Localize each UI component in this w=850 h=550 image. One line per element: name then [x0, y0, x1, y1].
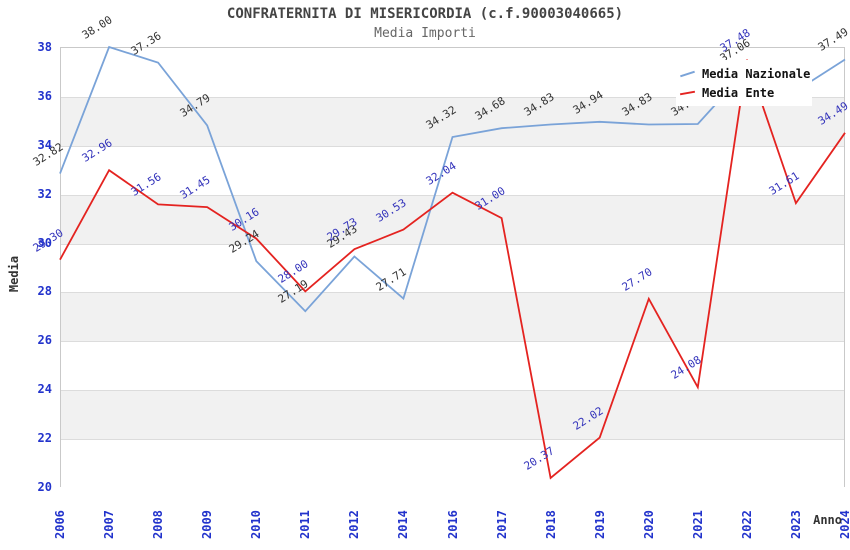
x-tick-label: 2009	[200, 510, 215, 539]
x-tick-label: 2008	[151, 510, 166, 539]
gridline	[61, 243, 844, 245]
chart-subtitle: Media Importi	[374, 26, 476, 41]
gridline	[61, 390, 844, 392]
plot-band	[61, 390, 844, 440]
gridline	[61, 341, 844, 343]
y-tick-label: 26	[37, 333, 52, 348]
legend-item-media-ente: Media Ente	[679, 83, 812, 102]
x-tick-label: 2021	[690, 510, 705, 539]
x-tick-label: 2020	[641, 510, 656, 539]
y-tick-label: 36	[37, 88, 52, 103]
plot-band	[61, 439, 844, 488]
x-tick-label: 2019	[592, 510, 607, 539]
plot-band	[61, 341, 844, 391]
legend: Media Nazionale Media Ente	[676, 60, 812, 106]
x-tick-label: 2016	[445, 510, 460, 539]
gridline	[61, 145, 844, 147]
x-tick-label: 2006	[53, 510, 67, 539]
y-axis-title: Media	[7, 255, 21, 293]
y-tick-label: 28	[37, 284, 52, 299]
ente-line-marker-icon	[679, 90, 696, 95]
x-tick-label: 2012	[347, 510, 362, 539]
gridline	[61, 292, 844, 294]
y-tick-label: 20	[37, 480, 52, 494]
x-tick-label: 2014	[396, 510, 411, 539]
y-tick-label: 22	[37, 431, 52, 446]
national-line-marker-icon	[680, 70, 695, 77]
series-line-media-nazionale	[59, 45, 846, 313]
legend-item-media-nazionale: Media Nazionale	[680, 64, 812, 83]
x-tick-label: 2022	[739, 510, 754, 539]
gridline	[61, 96, 844, 98]
gridline	[61, 194, 844, 196]
series-line-media-ente	[59, 59, 846, 480]
x-tick-label: 2007	[102, 510, 117, 539]
plot-band	[61, 145, 844, 195]
x-tick-label: 2023	[788, 510, 803, 539]
x-tick-label: 2018	[543, 510, 558, 539]
gridline	[61, 439, 844, 441]
x-axis-title: Anno	[813, 513, 842, 527]
x-tick-label: 2017	[494, 510, 509, 539]
x-tick-label: 2011	[298, 510, 313, 539]
legend-label: Media Ente	[702, 85, 775, 100]
y-tick-label: 38	[37, 40, 52, 54]
plot-band	[61, 194, 844, 244]
y-tick-label: 24	[37, 382, 52, 397]
chart-title: CONFRATERNITA DI MISERICORDIA (c.f.90003…	[226, 6, 624, 22]
y-tick-label: 34	[37, 137, 52, 152]
y-tick-label: 32	[37, 186, 52, 201]
plot-band	[61, 292, 844, 342]
y-tick-label: 30	[37, 235, 52, 250]
x-tick-label: 2010	[249, 510, 264, 539]
legend-label: Media Nazionale	[702, 66, 811, 81]
